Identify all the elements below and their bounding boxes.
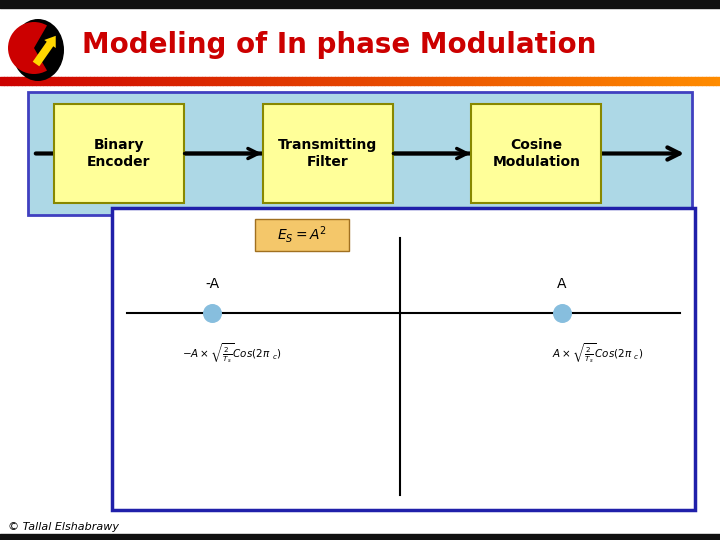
FancyBboxPatch shape xyxy=(54,104,184,202)
Text: © Tallal Elshabrawy: © Tallal Elshabrawy xyxy=(8,522,119,532)
FancyArrow shape xyxy=(32,36,55,66)
FancyBboxPatch shape xyxy=(472,104,601,202)
Text: A: A xyxy=(557,277,567,291)
FancyBboxPatch shape xyxy=(263,104,392,202)
Text: Cosine
Modulation: Cosine Modulation xyxy=(492,138,580,168)
Text: Modeling of In phase Modulation: Modeling of In phase Modulation xyxy=(82,31,596,59)
FancyBboxPatch shape xyxy=(256,219,349,251)
Point xyxy=(207,309,218,318)
FancyBboxPatch shape xyxy=(112,208,695,510)
Text: $-A\times\sqrt{\frac{2}{T_s}}Cos(2\pi\ _c)$: $-A\times\sqrt{\frac{2}{T_s}}Cos(2\pi\ _… xyxy=(182,341,282,365)
Text: $E_S=A^2$: $E_S=A^2$ xyxy=(277,225,328,245)
FancyBboxPatch shape xyxy=(28,92,692,215)
Text: $A\times\sqrt{\frac{2}{T_s}}Cos(2\pi\ _c)$: $A\times\sqrt{\frac{2}{T_s}}Cos(2\pi\ _c… xyxy=(552,341,643,365)
Text: Binary
Encoder: Binary Encoder xyxy=(87,138,150,168)
Wedge shape xyxy=(8,22,47,74)
Point xyxy=(556,309,567,318)
Text: Transmitting
Filter: Transmitting Filter xyxy=(278,138,377,168)
Ellipse shape xyxy=(12,19,64,81)
Text: -A: -A xyxy=(205,277,220,291)
